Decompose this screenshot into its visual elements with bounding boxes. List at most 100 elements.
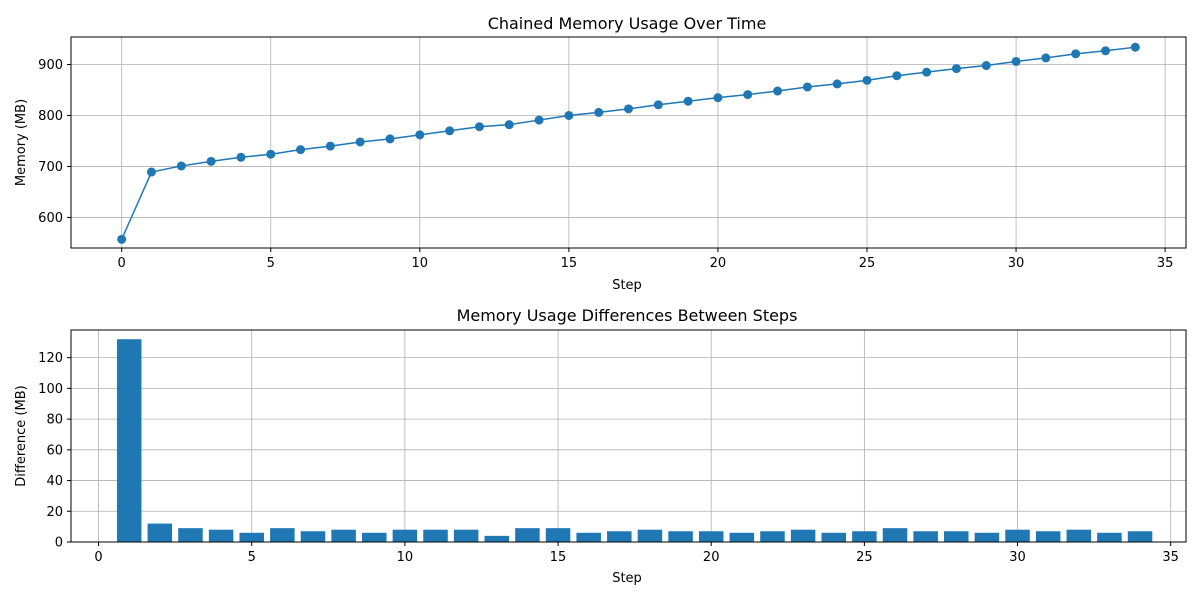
memory-point-3 xyxy=(206,156,216,166)
bar-chart-xtick-label-35: 35 xyxy=(1162,550,1179,565)
memory-point-8 xyxy=(355,137,365,147)
memory-point-12 xyxy=(474,122,484,132)
memory-point-33 xyxy=(1101,46,1111,56)
line-chart-ylabel: Memory (MB) xyxy=(14,99,29,186)
memory-point-32 xyxy=(1071,49,1081,59)
difference-bar-11 xyxy=(423,529,448,542)
difference-bar-15 xyxy=(545,528,571,542)
difference-bar-32 xyxy=(1066,529,1092,542)
difference-bar-24 xyxy=(821,532,846,542)
line-chart-ytick-label-700: 700 xyxy=(38,160,63,175)
memory-point-4 xyxy=(236,152,246,162)
line-chart-frame xyxy=(70,36,1187,249)
bar-chart-xtick-label-0: 0 xyxy=(94,550,102,565)
difference-bar-1 xyxy=(116,339,142,542)
bar-chart-ytick-label-0: 0 xyxy=(55,536,63,551)
memory-point-14 xyxy=(534,115,544,125)
difference-bar-29 xyxy=(974,532,1000,542)
difference-bar-21 xyxy=(729,532,755,542)
memory-point-16 xyxy=(594,107,604,117)
difference-bar-27 xyxy=(913,531,938,542)
difference-bar-20 xyxy=(698,531,724,542)
difference-bar-26 xyxy=(882,528,908,542)
memory-point-2 xyxy=(176,161,186,171)
difference-bar-3 xyxy=(178,528,203,542)
bar-chart-grid xyxy=(71,330,1186,543)
memory-point-25 xyxy=(862,75,872,85)
memory-usage-series-line xyxy=(120,46,1136,240)
line-chart-title: Chained Memory Usage Over Time xyxy=(488,14,767,33)
memory-point-15 xyxy=(564,110,574,120)
bar-chart-xlabel: Step xyxy=(612,571,642,586)
memory-point-17 xyxy=(624,104,633,114)
bar-chart-ytick-label-60: 60 xyxy=(46,443,63,458)
memory-point-11 xyxy=(445,126,455,136)
difference-bar-8 xyxy=(331,529,356,542)
memory-point-1 xyxy=(146,167,156,177)
memory-usage-series-points xyxy=(117,42,1140,244)
memory-point-6 xyxy=(296,145,306,155)
memory-point-19 xyxy=(683,96,693,106)
memory-point-20 xyxy=(713,93,723,103)
line-chart-xtick-label-35: 35 xyxy=(1157,256,1174,271)
bar-chart-ytick-label-100: 100 xyxy=(38,382,63,397)
difference-bar-25 xyxy=(852,531,877,542)
difference-bar-28 xyxy=(944,531,969,542)
bar-chart-xtick-label-30: 30 xyxy=(1009,550,1026,565)
bar-chart-xtick-label-10: 10 xyxy=(397,550,414,565)
bar-chart-ticks: 0 5 10 15 20 25 30 35 0 20 40 60 80 100 120 xyxy=(38,351,1179,565)
line-chart-grid xyxy=(71,37,1186,248)
bar-chart-xtick-label-15: 15 xyxy=(550,550,567,565)
memory-point-26 xyxy=(892,71,902,81)
memory-point-27 xyxy=(922,67,932,77)
line-chart-ytick-label-600: 600 xyxy=(38,211,63,226)
difference-bar-22 xyxy=(760,531,785,542)
memory-point-5 xyxy=(266,149,276,159)
memory-point-18 xyxy=(653,100,663,110)
memory-point-22 xyxy=(773,86,783,96)
memory-point-0 xyxy=(117,234,127,244)
bar-chart-ylabel: Difference (MB) xyxy=(14,385,29,486)
memory-point-30 xyxy=(1011,56,1021,66)
memory-point-21 xyxy=(743,90,753,100)
difference-bar-14 xyxy=(515,528,540,542)
line-chart-xtick-label-10: 10 xyxy=(412,256,429,271)
difference-bar-13 xyxy=(484,535,510,542)
difference-bar-30 xyxy=(1005,529,1030,542)
difference-bar-31 xyxy=(1035,531,1061,542)
memory-point-13 xyxy=(504,120,514,130)
bar-chart: Memory Usage Differences Between Steps 0… xyxy=(14,306,1187,586)
bar-chart-frame xyxy=(70,329,1187,543)
difference-bar-9 xyxy=(362,532,387,542)
difference-bar-19 xyxy=(668,531,693,542)
line-chart-xtick-label-15: 15 xyxy=(561,256,578,271)
memory-point-9 xyxy=(385,134,395,144)
difference-bar-34 xyxy=(1127,531,1153,542)
memory-point-7 xyxy=(325,141,335,151)
memory-point-24 xyxy=(832,79,842,89)
memory-point-29 xyxy=(981,61,991,71)
line-chart-xtick-label-0: 0 xyxy=(118,256,126,271)
memory-point-23 xyxy=(802,82,812,92)
difference-bar-16 xyxy=(576,532,601,542)
bar-chart-ytick-label-80: 80 xyxy=(46,413,63,428)
difference-bar-17 xyxy=(607,531,632,542)
difference-bar-12 xyxy=(453,529,479,542)
line-chart-ytick-label-800: 800 xyxy=(38,109,63,124)
difference-bar-18 xyxy=(637,529,663,542)
bar-chart-xtick-label-25: 25 xyxy=(856,550,873,565)
difference-bar-5 xyxy=(239,532,264,542)
line-chart-xtick-label-20: 20 xyxy=(710,256,727,271)
bar-chart-xtick-label-20: 20 xyxy=(703,550,720,565)
memory-point-31 xyxy=(1041,53,1051,63)
line-chart: Chained Memory Usage Over Time 0 5 10 15 20 2… xyxy=(14,14,1187,293)
memory-point-28 xyxy=(951,64,961,74)
difference-bar-33 xyxy=(1097,532,1122,542)
difference-bar-2 xyxy=(147,523,173,542)
memory-point-10 xyxy=(415,130,425,140)
bar-chart-title: Memory Usage Differences Between Steps xyxy=(457,306,798,325)
difference-bar-4 xyxy=(208,529,234,542)
bar-chart-ytick-label-40: 40 xyxy=(46,474,63,489)
difference-bar-10 xyxy=(392,529,418,542)
line-chart-xtick-label-5: 5 xyxy=(267,256,275,271)
